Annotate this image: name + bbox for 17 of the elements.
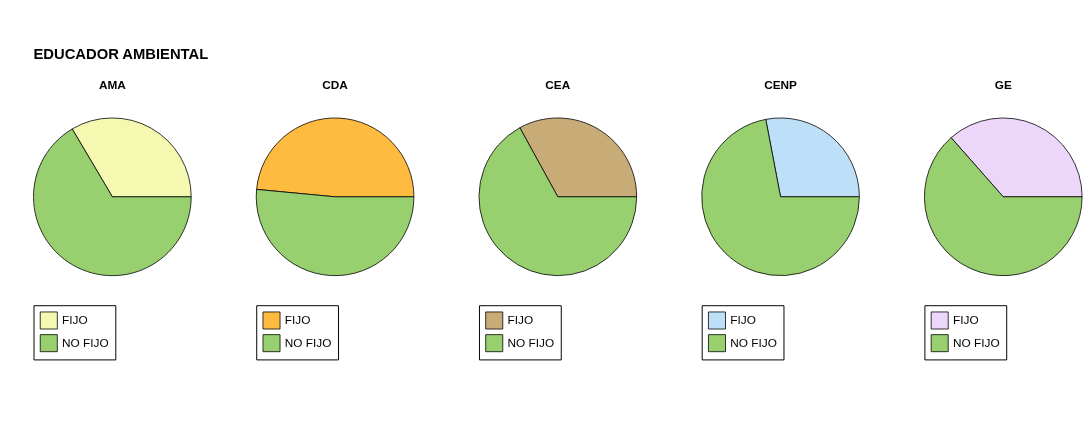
legend-label: FIJO: [953, 313, 979, 328]
slice-label: NO FIJO: [730, 336, 777, 351]
legend-label: NO FIJO: [953, 336, 1000, 351]
legend-label: FIJO: [507, 313, 534, 328]
legend-label: NO FIJO: [62, 336, 109, 351]
chart-title: CENP: [764, 77, 798, 92]
legend-label: FIJO: [62, 313, 88, 328]
pie-slice: [701, 118, 860, 277]
chart-title: AMA: [98, 77, 127, 92]
legend-label: FIJO: [730, 313, 756, 328]
legend-label: NO FIJO: [507, 336, 555, 351]
chart-title: CDA: [322, 77, 349, 92]
legend-label: FIJO: [284, 313, 311, 328]
chart-title: CEA: [545, 77, 571, 92]
chart-title: GE: [994, 77, 1012, 92]
slice-label: NO FIJO: [284, 336, 332, 351]
text: EDUCADOR AMBIENTAL: [33, 45, 209, 62]
